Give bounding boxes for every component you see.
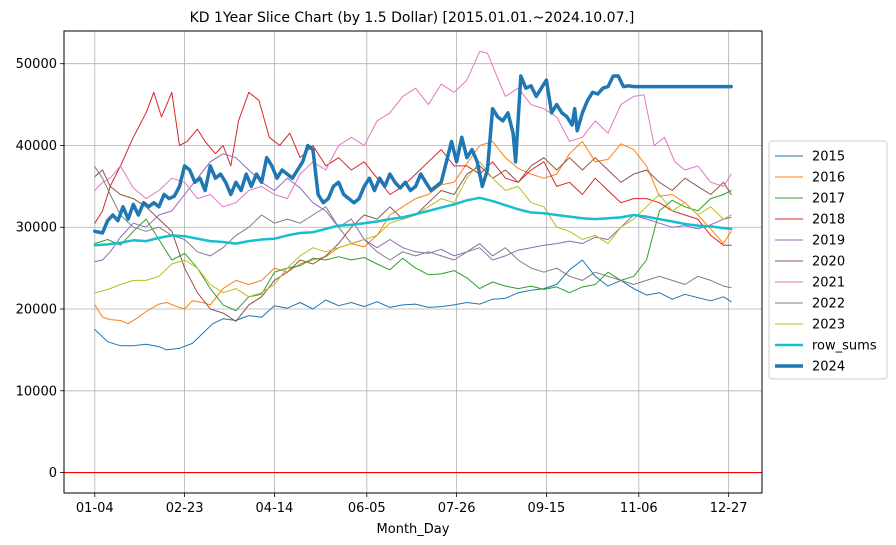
legend-label-2023: 2023 (812, 318, 845, 333)
series-line-2018 (94, 91, 732, 246)
y-tick-label: 20000 (16, 303, 57, 318)
x-tick-label: 12-27 (710, 501, 748, 516)
chart-title: KD 1Year Slice Chart (by 1.5 Dollar) [20… (190, 10, 635, 26)
y-tick-label: 10000 (16, 384, 57, 399)
x-tick-label: 02-23 (166, 501, 204, 516)
legend-label-row_sums: row_sums (812, 339, 877, 354)
series-lines (93, 50, 733, 351)
legend-label-2021: 2021 (812, 276, 845, 291)
legend-label-2020: 2020 (812, 255, 845, 270)
y-tick-label: 30000 (16, 221, 57, 236)
legend-label-2017: 2017 (812, 192, 845, 207)
series-line-2017 (94, 190, 732, 312)
x-tick-label: 06-05 (348, 501, 386, 516)
series-line-2015 (94, 259, 732, 351)
legend-label-2015: 2015 (812, 150, 845, 165)
series-line-row_sums (93, 196, 733, 247)
y-tick-label: 40000 (16, 139, 57, 154)
plot-area-frame (63, 30, 763, 494)
legend-label-2018: 2018 (812, 213, 845, 228)
legend-label-2022: 2022 (812, 297, 845, 312)
grid (64, 31, 762, 493)
series-line-2021 (94, 50, 732, 208)
series-line-2023 (94, 161, 732, 298)
x-tick-label: 01-04 (76, 501, 114, 516)
series-line-2022 (94, 166, 732, 289)
legend-frame (768, 140, 888, 380)
x-axis-label: Month_Day (377, 522, 450, 537)
x-tick-label: 09-15 (528, 501, 566, 516)
series-line-2024 (93, 74, 733, 235)
legend-label-2019: 2019 (812, 234, 845, 249)
x-tick-label: 04-14 (256, 501, 294, 516)
series-line-2020 (94, 157, 732, 322)
y-tick-label: 50000 (16, 57, 57, 72)
legend: 2015 2016 2017 2018 2019 2020 2021 2022 2023 row_… (768, 140, 888, 380)
x-axis: 01-04 02-23 04-14 06-05 07-26 09-15 11-06 12-27 (76, 493, 748, 516)
y-axis: 0 10000 20000 30000 40000 50000 (16, 57, 64, 481)
legend-label-2016: 2016 (812, 171, 845, 186)
series-line-2019 (94, 153, 732, 263)
x-tick-label: 07-26 (438, 501, 476, 516)
y-tick-label: 0 (49, 466, 57, 481)
x-tick-label: 11-06 (620, 501, 658, 516)
legend-label-2024: 2024 (812, 360, 845, 375)
series-line-2016 (94, 140, 732, 325)
